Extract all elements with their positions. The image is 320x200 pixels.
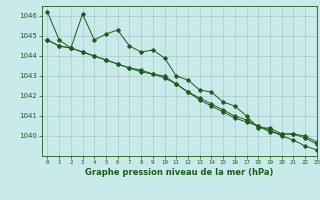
- X-axis label: Graphe pression niveau de la mer (hPa): Graphe pression niveau de la mer (hPa): [85, 168, 273, 177]
